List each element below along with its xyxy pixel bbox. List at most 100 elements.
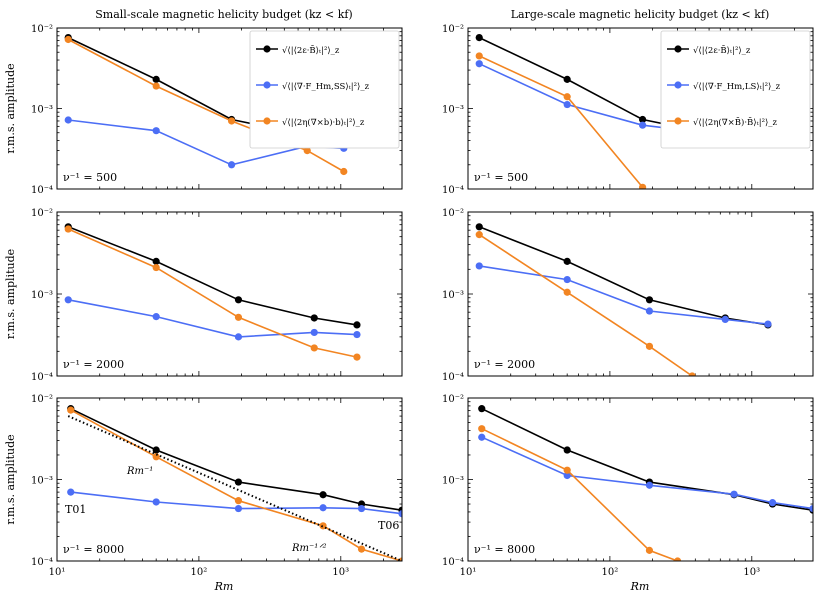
data-point bbox=[475, 262, 483, 270]
data-point bbox=[398, 510, 402, 518]
series-line bbox=[478, 226, 769, 326]
nu-annotation: ν⁻¹ = 500 bbox=[63, 171, 117, 184]
data-point bbox=[563, 275, 571, 284]
series-group bbox=[64, 223, 361, 361]
x-tick-label: 10¹ bbox=[49, 567, 66, 578]
series-line bbox=[481, 427, 678, 561]
data-point bbox=[645, 296, 654, 304]
y-tick-label: 10⁻³ bbox=[442, 290, 464, 301]
data-point bbox=[638, 183, 647, 189]
y-tick-label: 10⁻² bbox=[442, 24, 464, 35]
y-tick-label: 10⁻⁴ bbox=[31, 372, 53, 383]
series-line bbox=[67, 415, 402, 561]
series-group bbox=[475, 223, 772, 376]
data-point bbox=[310, 344, 318, 352]
axes-frame bbox=[467, 397, 814, 562]
data-point bbox=[234, 478, 243, 486]
legend-label: √⟨|⟨∇·F_Hm,SS⟩ₜ|²⟩_z bbox=[282, 82, 370, 92]
data-point bbox=[688, 372, 696, 376]
data-point bbox=[475, 231, 483, 239]
annotation-label: Rm⁻¹ᐟ² bbox=[291, 543, 327, 554]
data-point bbox=[67, 488, 75, 496]
legend-label: √⟨|⟨2η(∇×b)·b⟩ₜ|²⟩_z bbox=[282, 117, 365, 128]
data-point bbox=[475, 60, 483, 68]
data-point bbox=[563, 446, 571, 454]
panel-middle-right: 10⁻⁴ 10⁻³ 10⁻² ν⁻¹ = 2000 bbox=[442, 208, 814, 383]
data-point bbox=[353, 353, 361, 361]
data-point bbox=[152, 75, 160, 83]
data-point bbox=[563, 257, 571, 265]
data-point bbox=[764, 320, 772, 328]
data-point bbox=[638, 115, 647, 124]
series-line bbox=[478, 233, 693, 376]
axes-frame bbox=[56, 397, 403, 562]
data-point bbox=[357, 504, 366, 513]
data-point bbox=[310, 328, 318, 337]
x-tick-label: 10¹ bbox=[460, 567, 477, 578]
y-tick-label: 10⁻³ bbox=[442, 476, 464, 487]
y-tick-label: 10⁻² bbox=[442, 208, 464, 219]
y-tick-label: 10⁻³ bbox=[442, 105, 464, 116]
data-point bbox=[152, 263, 160, 272]
data-point bbox=[645, 546, 654, 554]
legend-label: √⟨|⟨2η(∇×B̄)·B̄⟩ₜ|²⟩_z bbox=[693, 116, 778, 128]
data-point bbox=[234, 504, 243, 513]
y-axis-label: r.m.s. amplitude bbox=[4, 249, 17, 339]
data-point bbox=[478, 405, 486, 413]
y-tick-label: 10⁻⁴ bbox=[442, 185, 464, 196]
axes-frame bbox=[56, 27, 403, 190]
data-point bbox=[673, 557, 682, 561]
series-line bbox=[481, 436, 813, 510]
data-point bbox=[303, 146, 311, 155]
x-tick-label: 10² bbox=[191, 567, 208, 578]
data-point bbox=[234, 296, 243, 304]
data-point bbox=[227, 161, 236, 169]
xlabel-left: Rm bbox=[214, 580, 234, 593]
y-tick-label: 10⁻⁴ bbox=[442, 372, 464, 383]
axes-frame bbox=[467, 211, 814, 377]
data-point bbox=[563, 288, 571, 296]
data-point bbox=[152, 82, 160, 90]
nu-annotation: ν⁻¹ = 8000 bbox=[474, 543, 535, 556]
title-right: Large-scale magnetic helicity budget (kz… bbox=[511, 8, 770, 21]
data-point bbox=[152, 446, 160, 454]
y-tick-label: 10⁻² bbox=[31, 208, 53, 219]
series-line bbox=[67, 226, 358, 326]
legend-marker bbox=[263, 117, 271, 125]
panels: 10⁻⁴ 10⁻³ 10⁻² r.m.s. amplitude ν⁻¹ = 500 √⟨|… bbox=[4, 24, 814, 578]
data-point bbox=[645, 481, 654, 489]
annotation-label: Rm⁻¹ bbox=[126, 466, 153, 477]
panel-middle-left: 10⁻⁴ 10⁻³ 10⁻² r.m.s. amplitude ν⁻¹ = 2000 bbox=[4, 208, 403, 383]
x-tick-label: 10³ bbox=[332, 567, 349, 578]
data-point bbox=[475, 52, 483, 60]
nu-annotation: ν⁻¹ = 8000 bbox=[63, 543, 124, 556]
data-point bbox=[645, 307, 654, 315]
data-point bbox=[234, 333, 243, 341]
data-point bbox=[475, 33, 483, 42]
series-line bbox=[481, 407, 813, 511]
nu-annotation: ν⁻¹ = 500 bbox=[474, 171, 528, 184]
legend-label: √⟨|⟨2ε·B̄⟩ₜ|²⟩_z bbox=[693, 44, 751, 56]
panel-top-right: 10⁻⁴ 10⁻³ 10⁻² ν⁻¹ = 500 √⟨|⟨2ε·B̄⟩ₜ|²⟩_z √⟨|… bbox=[442, 24, 814, 196]
panel-bottom-right: 10⁻⁴ 10⁻³ 10⁻² 10¹ 10² 10³ ν⁻¹ = 8000 bbox=[442, 394, 814, 578]
legend-marker bbox=[263, 81, 271, 89]
y-tick-label: 10⁻⁴ bbox=[31, 185, 53, 196]
legend-marker bbox=[674, 45, 682, 53]
data-point bbox=[67, 406, 75, 414]
y-tick-label: 10⁻³ bbox=[31, 476, 53, 487]
y-tick-label: 10⁻² bbox=[442, 394, 464, 405]
data-point bbox=[475, 223, 483, 231]
xlabel-right: Rm bbox=[630, 580, 650, 593]
y-tick-label: 10⁻² bbox=[31, 24, 53, 35]
legend-box bbox=[660, 30, 811, 149]
annotation-label: T06 bbox=[378, 519, 399, 532]
data-point bbox=[353, 330, 361, 339]
data-point bbox=[563, 471, 571, 480]
axes-frame bbox=[467, 27, 814, 190]
data-point bbox=[809, 504, 813, 513]
series-group bbox=[478, 405, 813, 561]
y-tick-label: 10⁻³ bbox=[31, 290, 53, 301]
data-point bbox=[152, 313, 160, 321]
series-group bbox=[67, 405, 402, 561]
data-point bbox=[64, 116, 72, 124]
